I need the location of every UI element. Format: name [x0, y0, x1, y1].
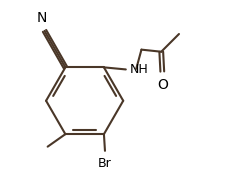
Text: N: N	[37, 11, 47, 25]
Text: NH: NH	[130, 63, 148, 76]
Text: Br: Br	[98, 157, 112, 170]
Text: O: O	[157, 78, 168, 92]
